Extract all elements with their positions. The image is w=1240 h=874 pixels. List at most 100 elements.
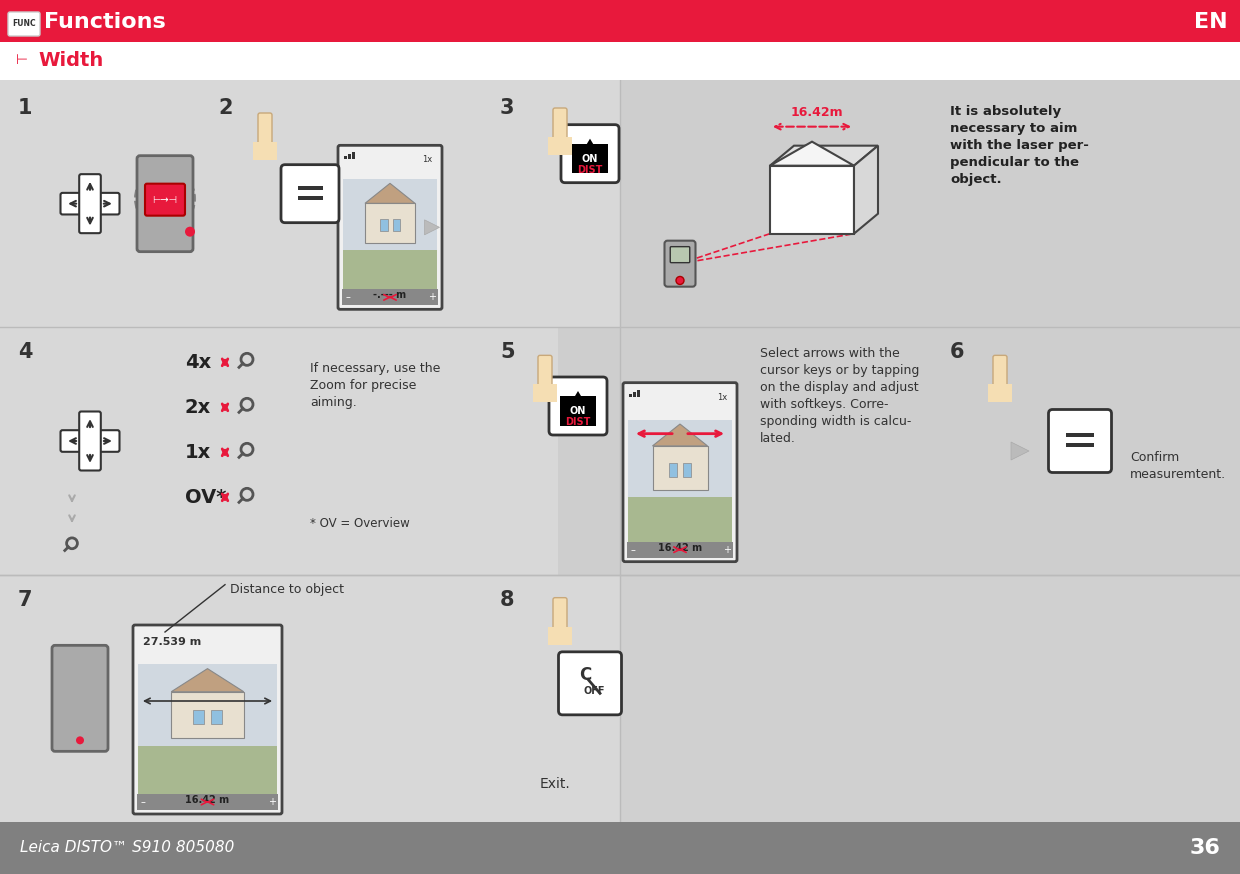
- Bar: [620, 80, 1240, 328]
- Text: 1x: 1x: [717, 392, 727, 402]
- Text: It is absolutely
necessary to aim
with the laser per-
pendicular to the
object.: It is absolutely necessary to aim with t…: [950, 105, 1089, 186]
- Bar: [298, 185, 322, 190]
- Text: 1x: 1x: [185, 443, 211, 461]
- Polygon shape: [365, 184, 415, 204]
- FancyBboxPatch shape: [665, 240, 696, 287]
- Bar: [348, 155, 351, 159]
- Text: EN: EN: [1194, 12, 1228, 32]
- Bar: [379, 219, 387, 232]
- Text: Functions: Functions: [43, 12, 166, 32]
- Bar: [670, 463, 677, 476]
- Text: 16.42 m: 16.42 m: [658, 543, 702, 552]
- Bar: [627, 420, 732, 498]
- Bar: [136, 794, 278, 810]
- FancyBboxPatch shape: [281, 164, 339, 223]
- Bar: [0, 0, 1240, 42]
- FancyBboxPatch shape: [79, 412, 100, 470]
- FancyBboxPatch shape: [993, 356, 1007, 389]
- Bar: [138, 664, 277, 747]
- Polygon shape: [652, 424, 708, 446]
- FancyBboxPatch shape: [339, 145, 441, 309]
- Text: 5: 5: [500, 343, 515, 363]
- Text: 8: 8: [500, 590, 515, 610]
- Text: Exit.: Exit.: [539, 777, 570, 791]
- Bar: [0, 80, 620, 328]
- Circle shape: [185, 226, 195, 237]
- Text: 36: 36: [1189, 838, 1220, 858]
- Text: Distance to object: Distance to object: [229, 583, 343, 596]
- Text: –: –: [346, 292, 351, 302]
- Bar: [558, 328, 1240, 575]
- Polygon shape: [770, 166, 854, 233]
- Bar: [138, 746, 277, 809]
- FancyBboxPatch shape: [553, 108, 567, 142]
- Text: Confirm
measuremtent.: Confirm measuremtent.: [1130, 451, 1226, 481]
- Bar: [211, 711, 222, 725]
- Text: –: –: [631, 545, 635, 555]
- Bar: [0, 575, 620, 822]
- Bar: [352, 152, 355, 159]
- Polygon shape: [770, 142, 854, 166]
- Bar: [627, 542, 733, 558]
- Bar: [343, 250, 436, 304]
- FancyBboxPatch shape: [79, 174, 100, 233]
- Bar: [637, 390, 640, 397]
- Text: 1x: 1x: [422, 156, 432, 164]
- Text: ⊢→⊣: ⊢→⊣: [153, 195, 177, 205]
- Text: 6: 6: [950, 343, 965, 363]
- Circle shape: [676, 276, 684, 284]
- Text: Select arrows with the
cursor keys or by tapping
on the display and adjust
with : Select arrows with the cursor keys or by…: [760, 347, 919, 446]
- Text: If necessary, use the
Zoom for precise
aiming.: If necessary, use the Zoom for precise a…: [310, 363, 440, 409]
- Bar: [548, 137, 572, 155]
- FancyBboxPatch shape: [61, 193, 119, 214]
- Bar: [393, 219, 401, 232]
- Text: 16.42 m: 16.42 m: [186, 795, 229, 805]
- Bar: [683, 463, 691, 476]
- Bar: [0, 822, 1240, 874]
- Bar: [652, 446, 708, 489]
- Bar: [343, 156, 347, 159]
- Text: +: +: [268, 797, 277, 807]
- Text: OV*: OV*: [185, 488, 227, 507]
- Bar: [629, 393, 632, 397]
- FancyBboxPatch shape: [145, 184, 185, 216]
- Text: 3: 3: [500, 98, 515, 118]
- FancyBboxPatch shape: [52, 645, 108, 752]
- Text: -.--- m: -.--- m: [373, 290, 407, 301]
- Bar: [365, 204, 415, 243]
- Text: +: +: [723, 545, 732, 555]
- Text: ON: ON: [570, 406, 587, 416]
- Polygon shape: [770, 146, 878, 166]
- Text: 16.42m: 16.42m: [791, 106, 843, 119]
- Text: 2x: 2x: [185, 398, 211, 417]
- Text: Leica DISTO™ S910 805080: Leica DISTO™ S910 805080: [20, 841, 234, 856]
- FancyBboxPatch shape: [258, 113, 272, 147]
- Text: Width: Width: [38, 51, 103, 70]
- Text: –: –: [140, 797, 145, 807]
- FancyBboxPatch shape: [133, 625, 281, 814]
- Text: 27.539 m: 27.539 m: [143, 637, 201, 647]
- Text: * OV = Overview: * OV = Overview: [310, 517, 409, 530]
- FancyBboxPatch shape: [549, 377, 608, 435]
- Bar: [0, 328, 558, 575]
- Text: C: C: [579, 666, 591, 684]
- Bar: [343, 179, 436, 252]
- Bar: [171, 691, 244, 738]
- Text: ⊢: ⊢: [16, 53, 29, 67]
- FancyBboxPatch shape: [553, 598, 567, 632]
- Text: 1: 1: [19, 98, 32, 118]
- Circle shape: [76, 736, 84, 745]
- Text: ON: ON: [582, 154, 598, 163]
- Bar: [298, 196, 322, 199]
- Polygon shape: [582, 139, 599, 154]
- FancyBboxPatch shape: [136, 156, 193, 252]
- FancyBboxPatch shape: [7, 12, 40, 36]
- FancyBboxPatch shape: [622, 383, 737, 562]
- Bar: [988, 385, 1012, 402]
- Bar: [253, 142, 277, 160]
- Text: 7: 7: [19, 590, 32, 610]
- Bar: [1066, 443, 1094, 447]
- Polygon shape: [424, 220, 439, 235]
- Text: +: +: [428, 292, 436, 302]
- Polygon shape: [569, 391, 587, 406]
